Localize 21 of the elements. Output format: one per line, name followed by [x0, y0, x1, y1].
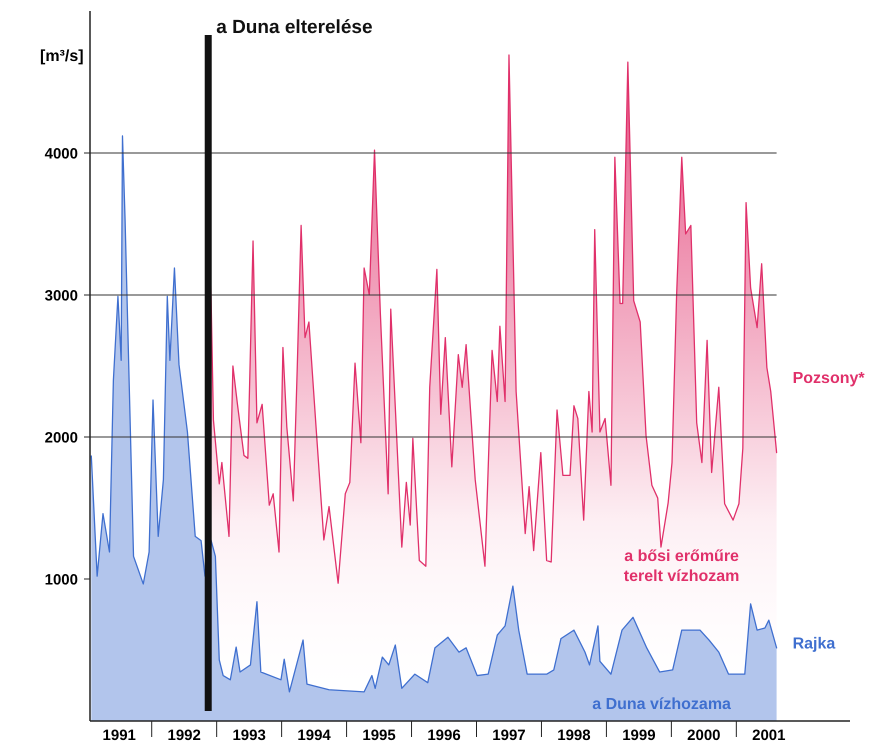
y-tick-label: 3000	[44, 287, 78, 304]
x-tick-label: 2001	[752, 727, 786, 744]
x-tick-label: 1995	[362, 727, 396, 744]
x-tick-label: 2000	[687, 727, 721, 744]
y-tick-label: 2000	[44, 429, 78, 446]
ref-line-label: a Duna elterelése	[216, 17, 373, 38]
x-tick-label: 1991	[102, 727, 136, 744]
x-tick-label: 1999	[622, 727, 656, 744]
x-tick-label: 1993	[232, 727, 266, 744]
y-tick-label: 4000	[44, 145, 78, 162]
series-label: Pozsony*	[792, 370, 866, 388]
x-tick-label: 1997	[492, 727, 526, 744]
series-label: Rajka	[792, 635, 836, 652]
x-tick-label: 1994	[297, 727, 332, 744]
x-tick-label: 1992	[168, 727, 201, 744]
annotation: a Duna vízhozama	[592, 696, 732, 713]
y-axis-title: [m³/s]	[40, 48, 84, 65]
annotation: a bősi erőműre terelt vízhozam	[624, 548, 740, 585]
y-tick-label: 1000	[44, 571, 78, 588]
x-tick-label: 1998	[557, 727, 591, 744]
x-tick-label: 1996	[427, 727, 461, 744]
